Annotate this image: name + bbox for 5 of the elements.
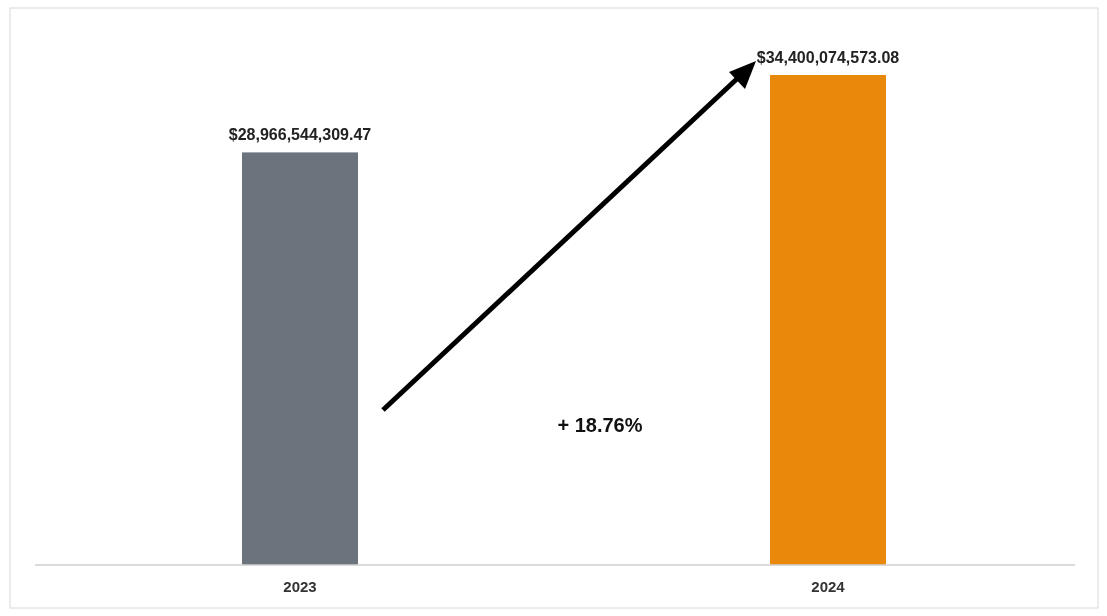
data-label: $28,966,544,309.47 xyxy=(228,126,372,144)
x-tick-label: 2023 xyxy=(283,578,317,595)
data-label: $34,400,074,573.08 xyxy=(756,49,900,66)
annotation: + 18.76% xyxy=(557,414,643,436)
x-tick-label: 2024 xyxy=(811,578,846,595)
